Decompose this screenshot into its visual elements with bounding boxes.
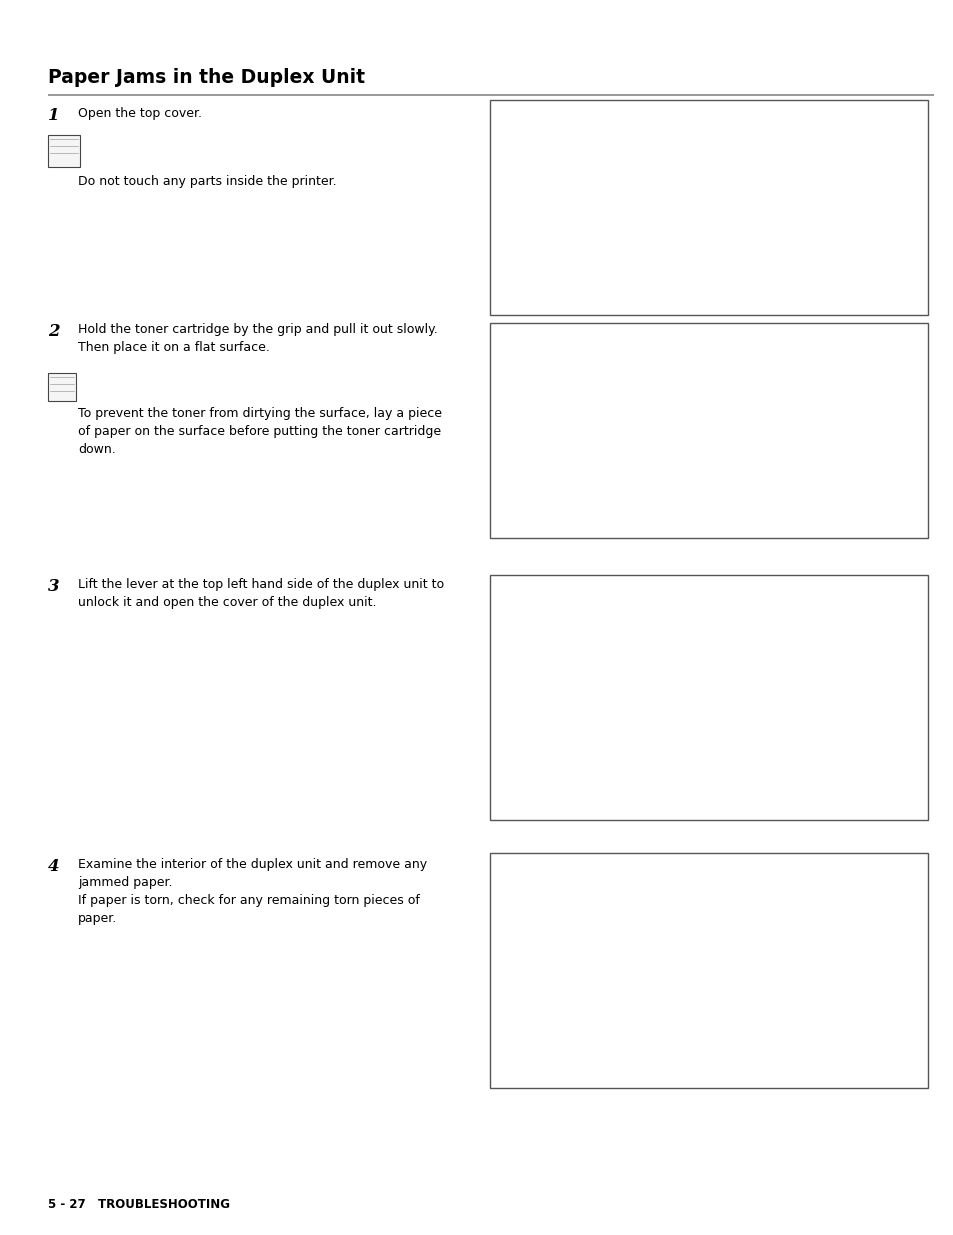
Bar xyxy=(490,324,927,538)
Text: Do not touch any parts inside the printer.: Do not touch any parts inside the printe… xyxy=(78,175,336,188)
Text: 4: 4 xyxy=(48,858,59,876)
Bar xyxy=(48,135,80,167)
Bar xyxy=(48,373,76,401)
Text: 3: 3 xyxy=(48,578,59,595)
Text: 1: 1 xyxy=(48,107,59,124)
Text: Open the top cover.: Open the top cover. xyxy=(78,107,202,120)
Bar xyxy=(490,100,927,315)
Text: 5 - 27   TROUBLESHOOTING: 5 - 27 TROUBLESHOOTING xyxy=(48,1198,230,1212)
Bar xyxy=(490,853,927,1088)
Text: To prevent the toner from dirtying the surface, lay a piece
of paper on the surf: To prevent the toner from dirtying the s… xyxy=(78,408,441,456)
Bar xyxy=(490,576,927,820)
Text: Examine the interior of the duplex unit and remove any
jammed paper.
If paper is: Examine the interior of the duplex unit … xyxy=(78,858,427,925)
Text: 2: 2 xyxy=(48,324,59,340)
Text: Paper Jams in the Duplex Unit: Paper Jams in the Duplex Unit xyxy=(48,68,365,86)
Text: Hold the toner cartridge by the grip and pull it out slowly.
Then place it on a : Hold the toner cartridge by the grip and… xyxy=(78,324,437,354)
Text: Lift the lever at the top left hand side of the duplex unit to
unlock it and ope: Lift the lever at the top left hand side… xyxy=(78,578,444,609)
